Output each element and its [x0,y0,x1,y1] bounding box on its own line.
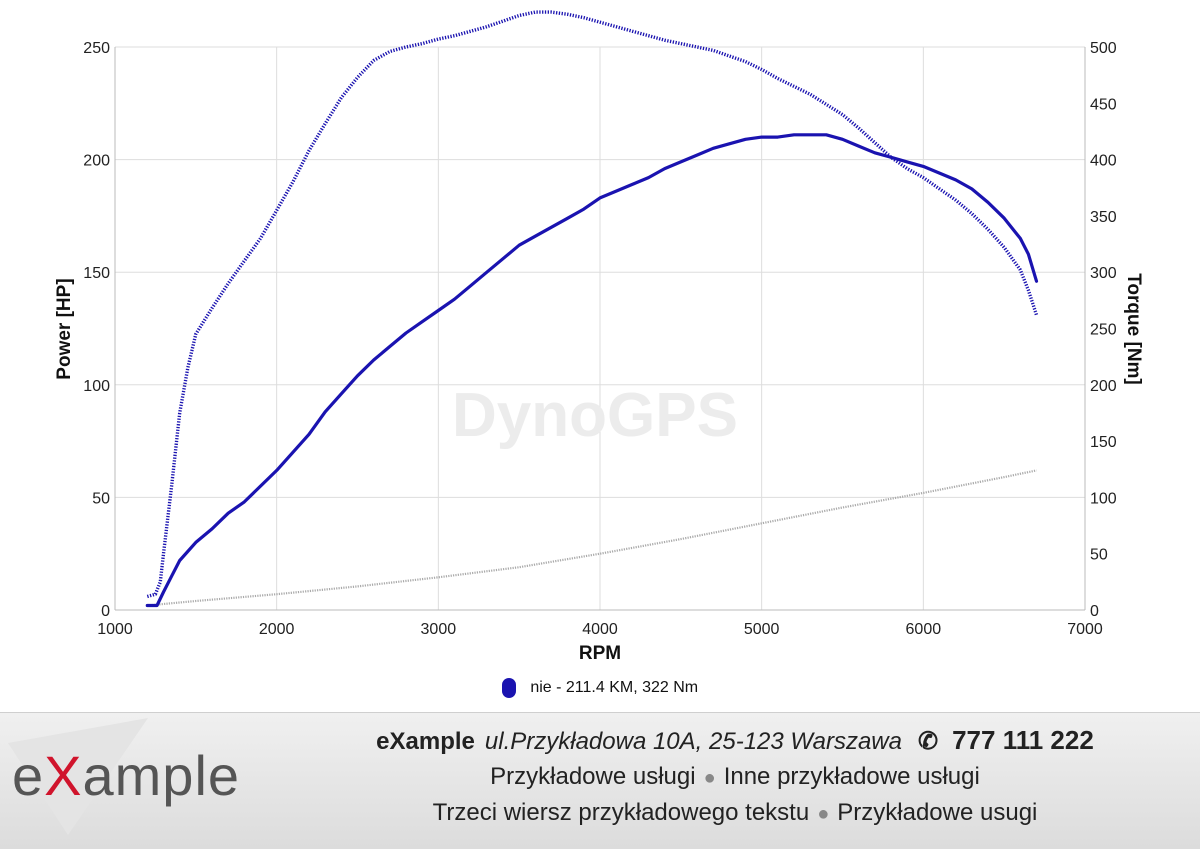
footer-phone: 777 111 222 [952,725,1094,755]
y-right-tick-label: 300 [1090,265,1117,282]
footer-service-2: Inne przykładowe usługi [723,763,980,790]
logo-accent-x: X [44,744,83,807]
y-right-tick-label: 250 [1090,322,1117,339]
footer: eXample eXample ul.Przykładowa 10A, 25-12… [0,712,1200,849]
y-right-tick-label: 400 [1090,153,1117,170]
legend-label: nie - 211.4 KM, 322 Nm [530,679,699,696]
logo-suffix: ample [82,744,241,807]
x-tick-label: 3000 [421,621,457,638]
footer-services-line: Przykładowe usługi ● Inne przykładowe usłu… [320,763,1150,791]
y-right-tick-label: 500 [1090,40,1117,57]
footer-service-1: Przykładowe usługi [490,763,696,790]
y-right-tick-label: 50 [1090,547,1108,564]
footer-text-3a: Trzeci wiersz przykładowego tekstu [432,799,810,826]
footer-text-3b: Przykładowe usugi [837,799,1038,826]
y-left-tick-label: 150 [83,265,110,282]
x-tick-label: 2000 [259,621,295,638]
y-right-tick-label: 100 [1090,490,1117,507]
y-left-tick-label: 50 [92,490,110,507]
y-axis-left-title: Power [HP] [54,278,75,379]
loss-curve [147,469,1037,607]
y-left-tick-label: 100 [83,378,110,395]
y-left-tick-label: 0 [101,603,110,620]
axes: 1000 2000 3000 4000 5000 6000 7000050100150200… [83,40,1117,638]
bullet-icon: ● [703,767,716,789]
footer-contact-line: eXample ul.Przykładowa 10A, 25-123 Warsza… [320,725,1150,756]
series [145,10,1039,608]
torque-curve [146,10,1039,599]
x-tick-label: 1000 [97,621,133,638]
x-tick-label: 5000 [744,621,780,638]
y-left-tick-label: 200 [83,153,110,170]
legend: nie - 211.4 KM, 322 Nm [0,678,1200,698]
logo-prefix: e [12,744,45,807]
grid [114,46,1086,611]
footer-company-name: eXample [376,728,475,755]
y-right-tick-label: 150 [1090,434,1117,451]
y-right-tick-label: 450 [1090,96,1117,113]
footer-address: ul.Przykładowa 10A, 25-123 Warszawa [484,728,902,755]
bullet-icon: ● [817,803,830,825]
dyno-chart: DynoGPS 1000 2000 3000 4000 5000 6000 70000501… [54,10,1144,664]
watermark-text: DynoGPS [452,381,738,450]
x-tick-label: 6000 [906,621,942,638]
legend-swatch [501,678,516,698]
company-logo: eXample [12,743,240,808]
y-right-tick-label: 0 [1090,603,1099,620]
y-right-tick-label: 350 [1090,209,1117,226]
x-tick-label: 4000 [582,621,618,638]
footer-third-line: Trzeci wiersz przykładowego tekstu ● Przyk… [320,799,1150,827]
y-axis-right-title: Torque [Nm] [1123,273,1144,385]
y-right-tick-label: 200 [1090,378,1117,395]
phone-icon: ✆ [917,728,939,755]
x-axis-title: RPM [579,643,621,664]
power-curve [145,133,1039,608]
y-left-tick-label: 250 [83,40,110,57]
x-tick-label: 7000 [1067,621,1103,638]
logo-triangle-decoration [8,718,148,835]
